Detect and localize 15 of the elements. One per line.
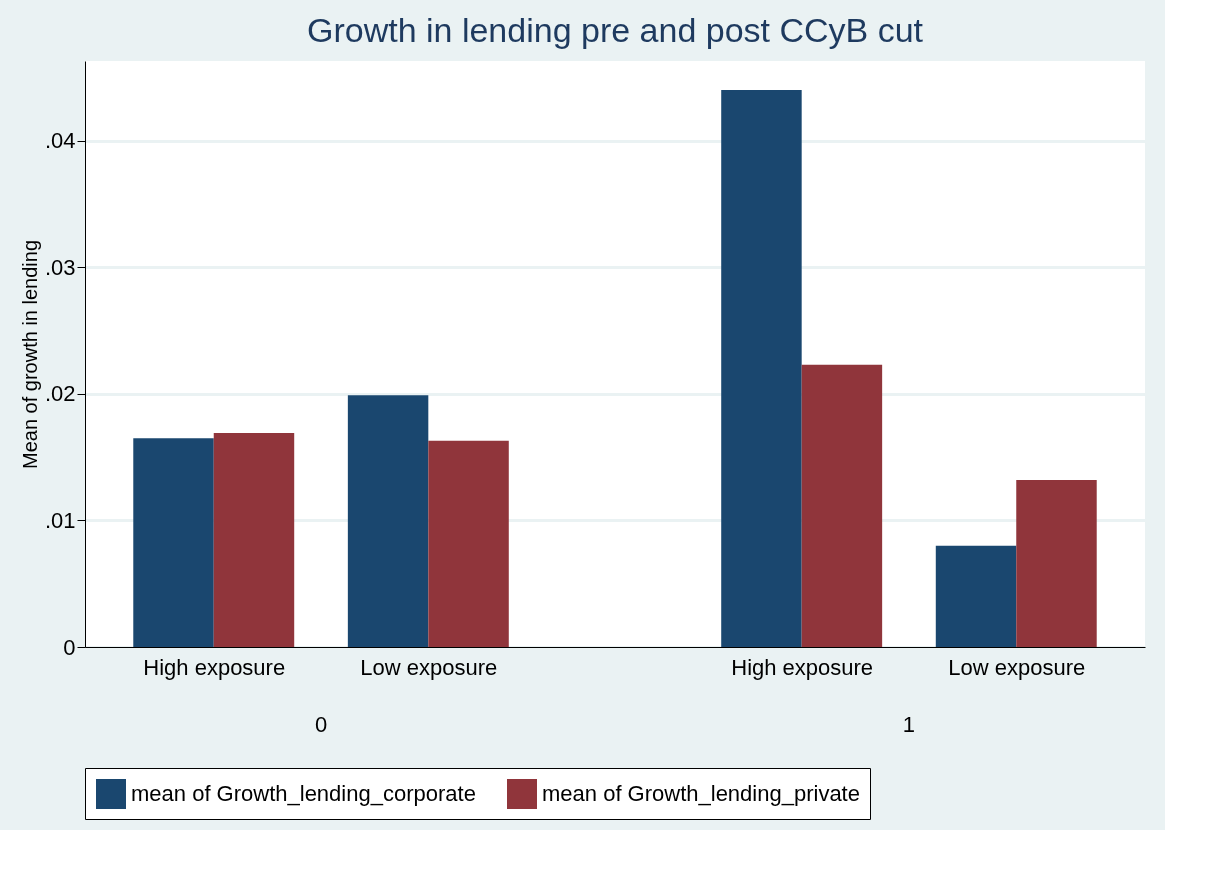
text: 1 [902, 712, 916, 737]
y-tick-label: 0 [63, 634, 76, 660]
y-tick-label: .03 [44, 254, 76, 280]
y-tick-label: .04 [44, 128, 76, 154]
x-tick-label: Low exposure [360, 654, 498, 680]
x-tick-label: Low exposure [948, 654, 1086, 680]
chart-title: Growth in lending pre and post CCyB cut [306, 11, 924, 49]
y-tick-label: .01 [44, 507, 76, 533]
x-tick-label: High exposure [731, 654, 874, 680]
text: 0 [314, 712, 328, 737]
legend-label: mean of Growth_lending_private [542, 781, 860, 806]
x-tick-label: High exposure [143, 654, 286, 680]
legend-label: mean of Growth_lending_corporate [131, 781, 476, 806]
y-tick-label: .02 [44, 381, 76, 407]
y-axis-title: Mean of growth in lending [18, 239, 41, 470]
